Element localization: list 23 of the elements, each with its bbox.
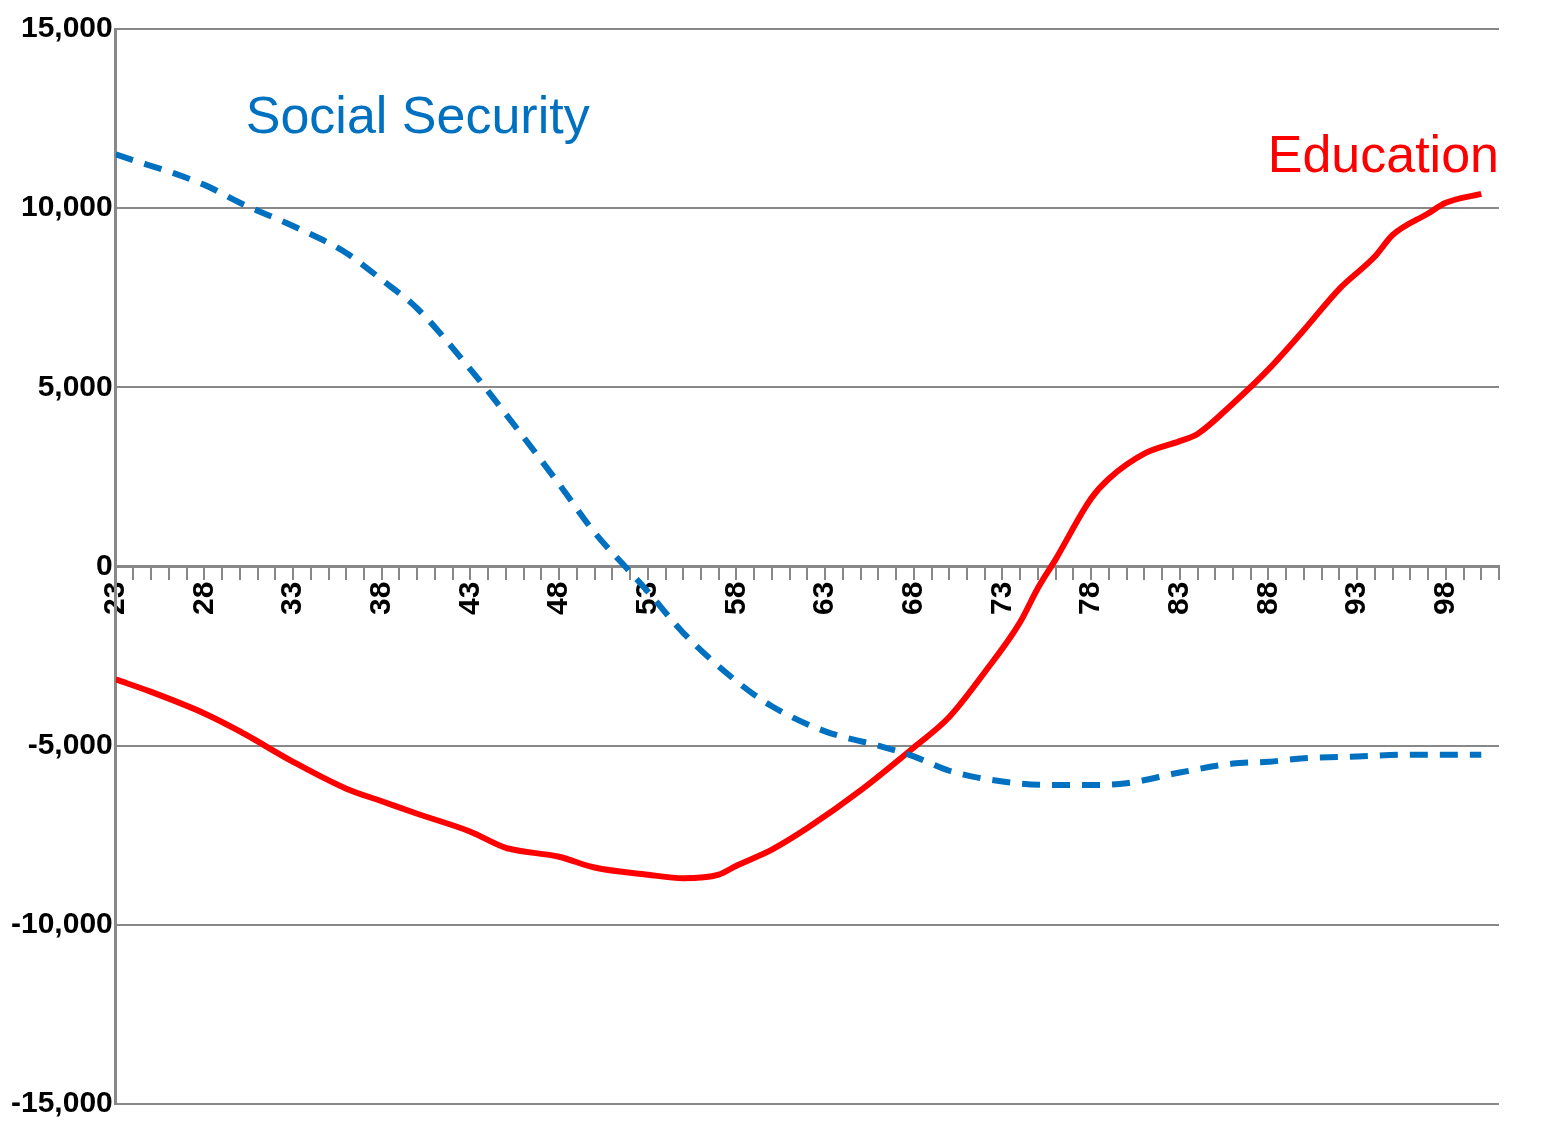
y-tick-label: -15,000 [11,1085,113,1119]
series-label: Social Security [245,85,590,144]
x-tick-label: 78 [1072,581,1106,615]
x-tick-label: 83 [1161,581,1195,615]
x-tick-label: 88 [1249,581,1283,615]
y-tick-label: 5,000 [37,368,113,402]
y-tick-label: -5,000 [27,726,113,760]
y-tick-label: -10,000 [11,906,113,940]
x-tick-label: 48 [540,581,574,615]
y-tick-label: 15,000 [20,10,113,44]
x-tick-label: 28 [185,581,219,615]
x-tick-label: 63 [806,581,840,615]
y-tick-label: 0 [96,547,113,581]
x-tick-label: 38 [363,581,397,615]
x-tick-label: 33 [274,581,308,615]
x-tick-label: 93 [1338,581,1372,615]
x-tick-label: 43 [451,581,485,615]
y-tick-label: 10,000 [20,189,113,223]
x-tick-label: 98 [1427,581,1461,615]
x-tick-label: 68 [895,581,929,615]
x-tick-label: 73 [983,581,1017,615]
series-label: Education [1267,125,1499,184]
x-tick-label: 58 [717,581,751,615]
